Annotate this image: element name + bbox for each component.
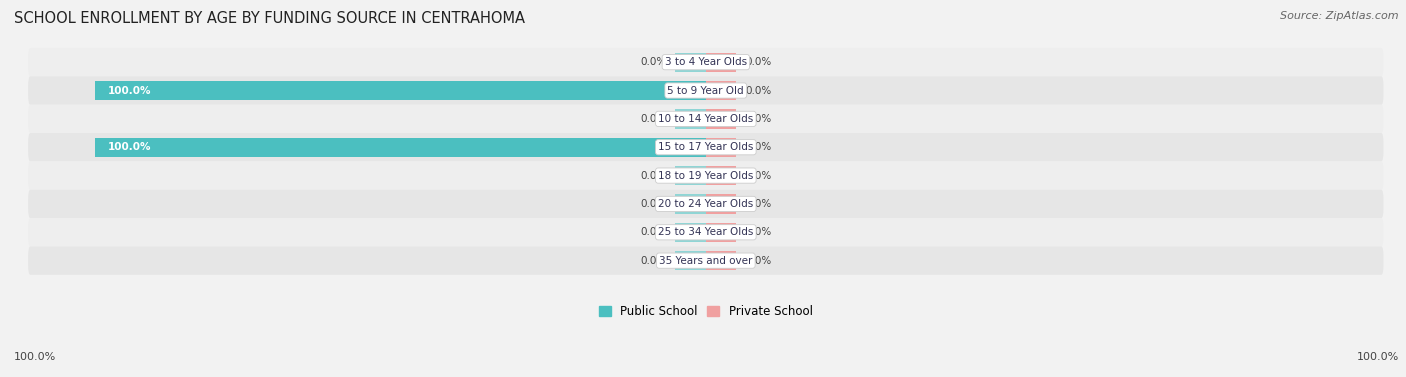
FancyBboxPatch shape — [28, 218, 1384, 247]
Bar — [706, 223, 737, 242]
Bar — [706, 52, 737, 72]
Bar — [675, 52, 706, 72]
Bar — [706, 138, 737, 157]
Text: 25 to 34 Year Olds: 25 to 34 Year Olds — [658, 227, 754, 237]
FancyBboxPatch shape — [28, 190, 1384, 218]
Bar — [706, 194, 737, 214]
FancyBboxPatch shape — [28, 77, 1384, 105]
Text: 15 to 17 Year Olds: 15 to 17 Year Olds — [658, 142, 754, 152]
Text: 0.0%: 0.0% — [745, 114, 772, 124]
Text: 0.0%: 0.0% — [745, 86, 772, 95]
Text: 0.0%: 0.0% — [745, 142, 772, 152]
Bar — [706, 109, 737, 129]
Bar — [96, 138, 706, 157]
Text: 0.0%: 0.0% — [640, 170, 666, 181]
Text: 18 to 19 Year Olds: 18 to 19 Year Olds — [658, 170, 754, 181]
FancyBboxPatch shape — [28, 48, 1384, 77]
FancyBboxPatch shape — [28, 161, 1384, 190]
Text: 3 to 4 Year Olds: 3 to 4 Year Olds — [665, 57, 747, 67]
Bar — [675, 251, 706, 270]
FancyBboxPatch shape — [28, 133, 1384, 161]
Text: 100.0%: 100.0% — [107, 142, 150, 152]
Text: 0.0%: 0.0% — [640, 227, 666, 237]
Bar — [675, 109, 706, 129]
Text: 0.0%: 0.0% — [640, 114, 666, 124]
Bar — [706, 166, 737, 185]
Text: 35 Years and over: 35 Years and over — [659, 256, 752, 266]
Text: 0.0%: 0.0% — [745, 227, 772, 237]
Text: 0.0%: 0.0% — [640, 199, 666, 209]
Text: 0.0%: 0.0% — [640, 256, 666, 266]
Text: Source: ZipAtlas.com: Source: ZipAtlas.com — [1281, 11, 1399, 21]
Text: SCHOOL ENROLLMENT BY AGE BY FUNDING SOURCE IN CENTRAHOMA: SCHOOL ENROLLMENT BY AGE BY FUNDING SOUR… — [14, 11, 524, 26]
Text: 0.0%: 0.0% — [745, 256, 772, 266]
Bar — [675, 223, 706, 242]
Bar — [706, 251, 737, 270]
Text: 100.0%: 100.0% — [14, 352, 56, 362]
Text: 0.0%: 0.0% — [640, 57, 666, 67]
FancyBboxPatch shape — [28, 105, 1384, 133]
Text: 10 to 14 Year Olds: 10 to 14 Year Olds — [658, 114, 754, 124]
Text: 100.0%: 100.0% — [107, 86, 150, 95]
Text: 0.0%: 0.0% — [745, 199, 772, 209]
Text: 0.0%: 0.0% — [745, 57, 772, 67]
Bar — [675, 194, 706, 214]
Bar — [706, 81, 737, 100]
Text: 5 to 9 Year Old: 5 to 9 Year Old — [668, 86, 744, 95]
Text: 20 to 24 Year Olds: 20 to 24 Year Olds — [658, 199, 754, 209]
FancyBboxPatch shape — [28, 247, 1384, 275]
Text: 100.0%: 100.0% — [1357, 352, 1399, 362]
Text: 0.0%: 0.0% — [745, 170, 772, 181]
Bar — [96, 81, 706, 100]
Bar — [675, 166, 706, 185]
Legend: Public School, Private School: Public School, Private School — [595, 300, 817, 323]
